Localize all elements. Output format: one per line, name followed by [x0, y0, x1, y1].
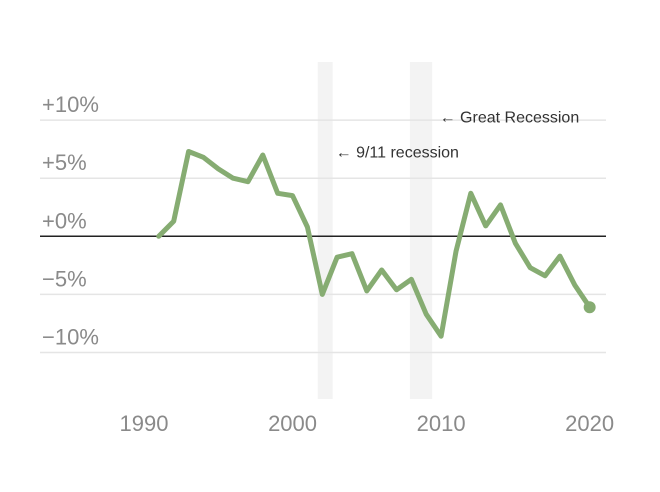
series-end-marker — [583, 301, 596, 314]
y-tick-label: +5% — [42, 150, 87, 175]
data-point — [335, 255, 340, 260]
data-point — [513, 241, 518, 246]
data-point — [290, 193, 295, 198]
y-tick-label: +10% — [42, 92, 99, 117]
data-point — [305, 225, 310, 230]
data-point — [572, 283, 577, 288]
data-point — [349, 251, 354, 256]
data-point — [201, 155, 206, 160]
y-tick-label: +0% — [42, 208, 87, 233]
data-point — [186, 149, 191, 154]
data-point — [557, 254, 562, 259]
data-point — [409, 277, 414, 282]
data-point — [453, 249, 458, 254]
data-point — [320, 292, 325, 297]
x-tick-label: 2020 — [565, 411, 614, 436]
data-point — [171, 219, 176, 224]
y-axis-tick-labels: +10% +5% +0% −5% −10% — [42, 92, 99, 349]
data-point — [379, 268, 384, 273]
data-point — [468, 191, 473, 196]
recession-bands — [317, 62, 433, 399]
y-tick-label: −10% — [42, 325, 99, 350]
data-point — [528, 265, 533, 270]
data-point — [364, 288, 369, 293]
recession-annotations: ← 9/11 recession ← Great Recession — [336, 109, 580, 161]
data-point — [498, 202, 503, 207]
data-point — [424, 312, 429, 317]
x-tick-label: 2000 — [268, 411, 317, 436]
data-point — [394, 287, 399, 292]
recession-band — [409, 62, 433, 399]
series-line — [156, 149, 593, 339]
data-point — [260, 152, 265, 157]
data-point — [483, 223, 488, 228]
series-layer — [156, 149, 596, 339]
data-point — [439, 334, 444, 339]
data-point — [275, 191, 280, 196]
recession-label: ← 9/11 recession — [336, 144, 459, 161]
recession-band — [317, 62, 333, 399]
data-point — [245, 179, 250, 184]
y-tick-label: −5% — [42, 266, 87, 291]
recession-label: ← Great Recession — [440, 109, 580, 126]
data-point — [216, 166, 221, 171]
x-tick-label: 1990 — [120, 411, 169, 436]
x-tick-label: 2010 — [417, 411, 466, 436]
data-point — [231, 176, 236, 181]
data-point — [543, 273, 548, 278]
data-point — [156, 234, 161, 239]
x-axis-tick-labels: 1990 2000 2010 2020 — [120, 411, 615, 436]
